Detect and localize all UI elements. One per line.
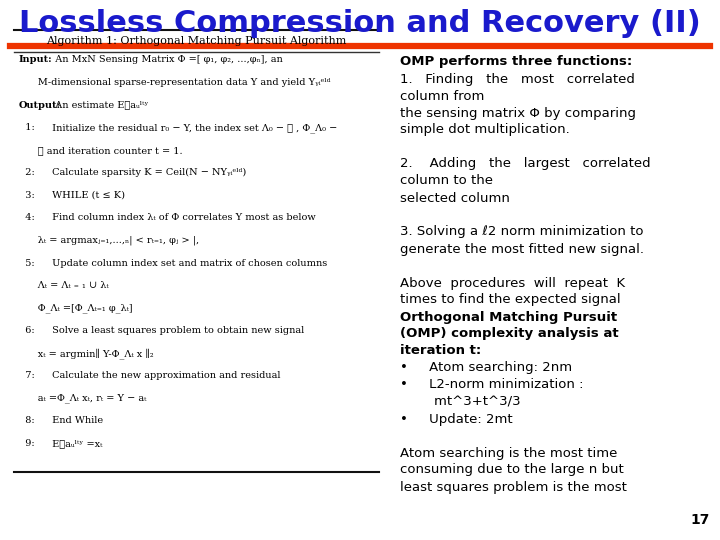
Text: generate the most fitted new signal.: generate the most fitted new signal. xyxy=(400,242,644,255)
Text: 6:: 6: xyxy=(19,326,35,335)
Text: least squares problem is the most: least squares problem is the most xyxy=(400,481,627,494)
Text: Find column index λₜ of Φ correlates Y most as below: Find column index λₜ of Φ correlates Y m… xyxy=(49,213,316,222)
Text: times to find the expected signal: times to find the expected signal xyxy=(400,294,621,307)
Text: column to the: column to the xyxy=(400,174,493,187)
Text: 4:: 4: xyxy=(19,213,35,222)
Text: xₜ = argmin∥ Y-Φ_Λₜ x ∥₂: xₜ = argmin∥ Y-Φ_Λₜ x ∥₂ xyxy=(19,348,153,359)
Text: 5:: 5: xyxy=(19,259,35,267)
Text: ∅ and iteration counter t = 1.: ∅ and iteration counter t = 1. xyxy=(19,146,183,155)
Text: aₜ =Φ_Λₜ xₜ, rₜ = Y − aₜ: aₜ =Φ_Λₜ xₜ, rₜ = Y − aₜ xyxy=(19,394,146,403)
Text: 8:: 8: xyxy=(19,416,35,426)
Text: OMP performs three functions:: OMP performs three functions: xyxy=(400,56,632,69)
Text: Calculate sparsity K = Ceil(N − NYᵧᵢᵉˡᵈ): Calculate sparsity K = Ceil(N − NYᵧᵢᵉˡᵈ) xyxy=(49,168,246,177)
Text: mt^3+t^3/3: mt^3+t^3/3 xyxy=(400,395,521,408)
Text: 3:: 3: xyxy=(19,191,35,200)
Text: Lossless Compression and Recovery (II): Lossless Compression and Recovery (II) xyxy=(19,10,701,38)
Text: Orthogonal Matching Pursuit: Orthogonal Matching Pursuit xyxy=(400,310,617,323)
Text: An estimate E₏aᵤˡᵗʸ: An estimate E₏aᵤˡᵗʸ xyxy=(49,100,148,110)
Text: WHILE (t ≤ K): WHILE (t ≤ K) xyxy=(49,191,125,200)
Text: selected column: selected column xyxy=(400,192,510,205)
Text: Φ_Λₜ =[Φ_Λₜ₌₁ φ_λₜ]: Φ_Λₜ =[Φ_Λₜ₌₁ φ_λₜ] xyxy=(19,303,132,313)
Text: column from: column from xyxy=(400,90,485,103)
Text: M-dimensional sparse-representation data Y and yield Yᵧᵢᵉˡᵈ: M-dimensional sparse-representation data… xyxy=(19,78,330,87)
Text: Atom searching is the most time: Atom searching is the most time xyxy=(400,447,617,460)
Text: Output:: Output: xyxy=(19,100,61,110)
Text: •     Atom searching: 2nm: • Atom searching: 2nm xyxy=(400,361,572,375)
Text: Initialize the residual r₀ − Y, the index set Λ₀ − ∅ , Φ_Λ₀ −: Initialize the residual r₀ − Y, the inde… xyxy=(49,123,337,132)
Text: 1:: 1: xyxy=(19,123,35,132)
Text: 7:: 7: xyxy=(19,372,35,380)
Text: 9:: 9: xyxy=(19,439,35,448)
Text: 1.   Finding   the   most   correlated: 1. Finding the most correlated xyxy=(400,72,635,85)
Text: 17: 17 xyxy=(690,513,710,527)
Text: (OMP) complexity analysis at: (OMP) complexity analysis at xyxy=(400,327,618,341)
Text: 3. Solving a ℓ2 norm minimization to: 3. Solving a ℓ2 norm minimization to xyxy=(400,226,644,239)
Text: E₏aᵤˡᵗʸ =xₜ: E₏aᵤˡᵗʸ =xₜ xyxy=(49,439,102,448)
Text: iteration t:: iteration t: xyxy=(400,345,481,357)
Text: 2.    Adding   the   largest   correlated: 2. Adding the largest correlated xyxy=(400,158,651,171)
Text: Above  procedures  will  repeat  K: Above procedures will repeat K xyxy=(400,276,625,289)
Text: •     Update: 2mt: • Update: 2mt xyxy=(400,413,513,426)
Text: An MxN Sensing Matrix Φ =[ φ₁, φ₂, ...,φₙ], an: An MxN Sensing Matrix Φ =[ φ₁, φ₂, ...,φ… xyxy=(49,56,283,64)
Text: Algorithm 1: Orthogonal Matching Pursuit Algorithm: Algorithm 1: Orthogonal Matching Pursuit… xyxy=(46,36,347,46)
Text: Calculate the new approximation and residual: Calculate the new approximation and resi… xyxy=(49,372,281,380)
Text: Update column index set and matrix of chosen columns: Update column index set and matrix of ch… xyxy=(49,259,328,267)
Text: 2:: 2: xyxy=(19,168,35,177)
Text: λₜ = argmaxⱼ₌₁,...,ₙ| < rₜ₌₁, φⱼ > |,: λₜ = argmaxⱼ₌₁,...,ₙ| < rₜ₌₁, φⱼ > |, xyxy=(19,235,199,245)
Text: consuming due to the large n but: consuming due to the large n but xyxy=(400,463,624,476)
Text: •     L2-norm minimization :: • L2-norm minimization : xyxy=(400,379,583,392)
Text: the sensing matrix Φ by comparing: the sensing matrix Φ by comparing xyxy=(400,106,636,119)
Text: Input:: Input: xyxy=(19,56,53,64)
Text: simple dot multiplication.: simple dot multiplication. xyxy=(400,124,570,137)
Text: Solve a least squares problem to obtain new signal: Solve a least squares problem to obtain … xyxy=(49,326,305,335)
Text: End While: End While xyxy=(49,416,103,426)
Text: Λₜ = Λₜ ₌ ₁ ∪ λₜ: Λₜ = Λₜ ₌ ₁ ∪ λₜ xyxy=(19,281,109,290)
